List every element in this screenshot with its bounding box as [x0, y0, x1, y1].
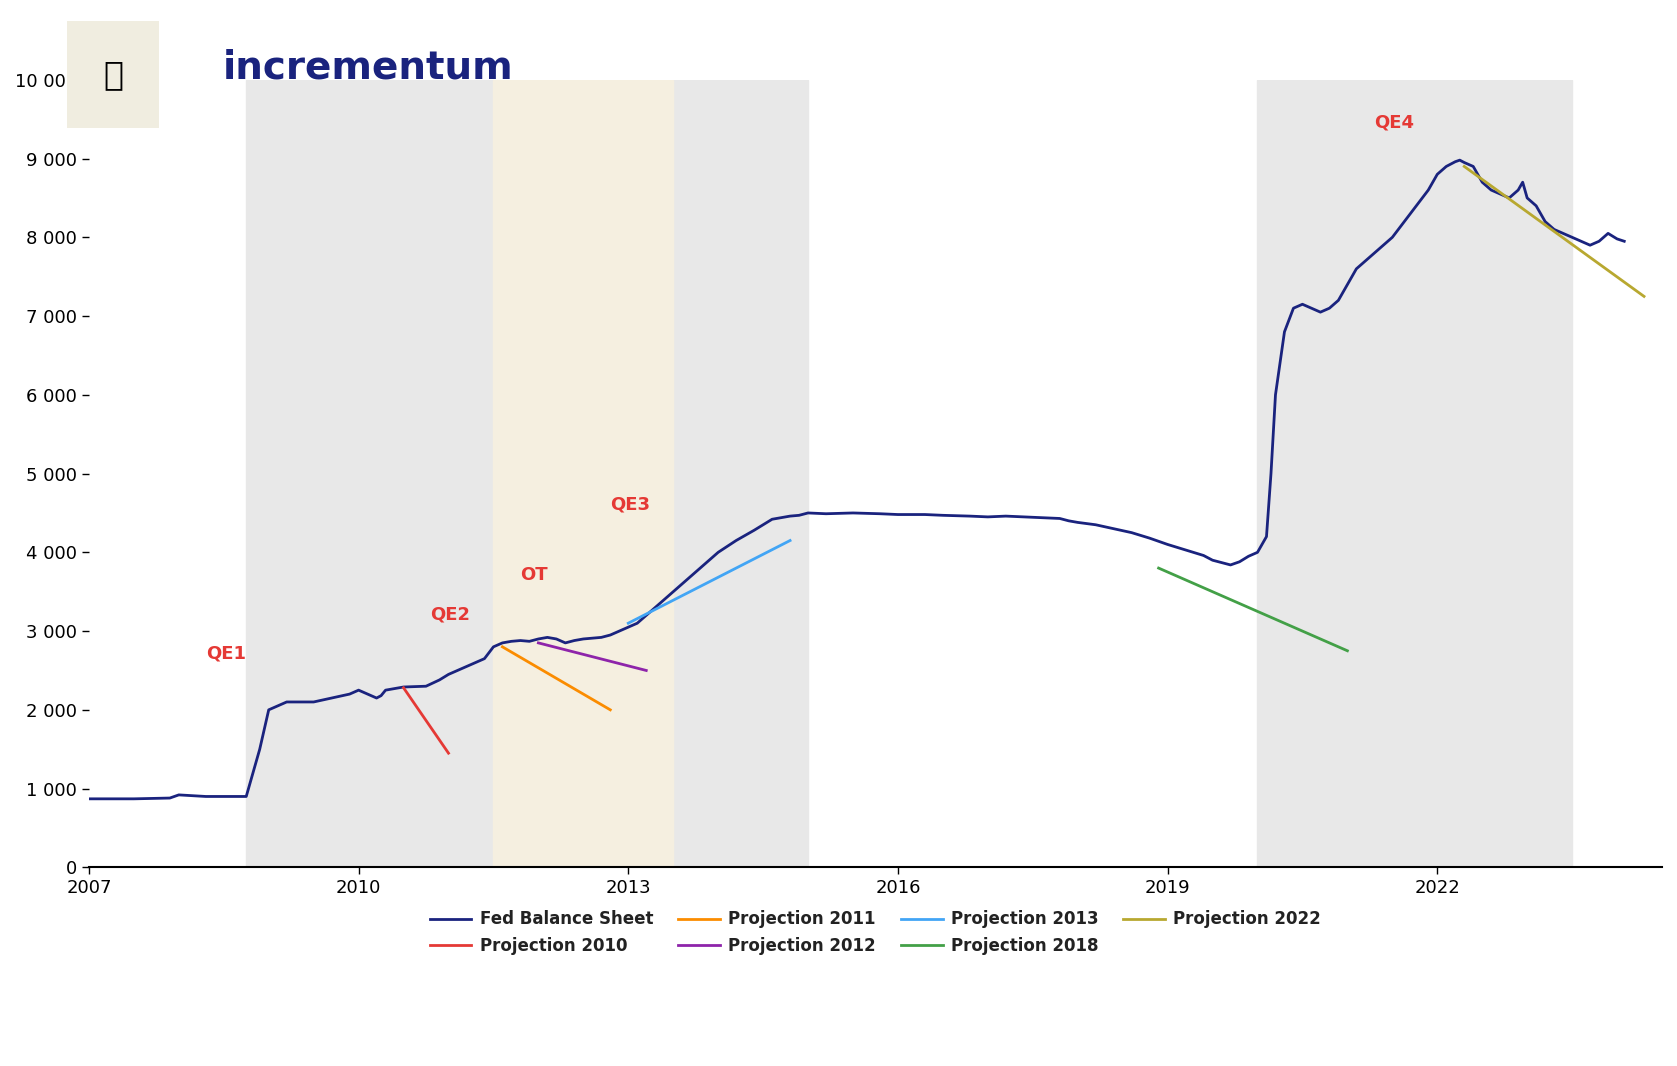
- Bar: [1258, 80, 1571, 868]
- Text: QE2: QE2: [431, 605, 471, 624]
- Text: 🌳: 🌳: [104, 59, 122, 91]
- Bar: [247, 80, 493, 868]
- Text: OT: OT: [520, 566, 548, 584]
- Text: QE3: QE3: [610, 495, 651, 513]
- Text: incrementum: incrementum: [223, 48, 513, 86]
- Text: QE1: QE1: [206, 645, 247, 663]
- Text: QE4: QE4: [1375, 113, 1414, 131]
- Bar: [493, 80, 672, 868]
- Legend: Fed Balance Sheet, Projection 2010, Projection 2011, Projection 2012, Projection: Fed Balance Sheet, Projection 2010, Proj…: [423, 904, 1328, 962]
- Bar: [672, 80, 808, 868]
